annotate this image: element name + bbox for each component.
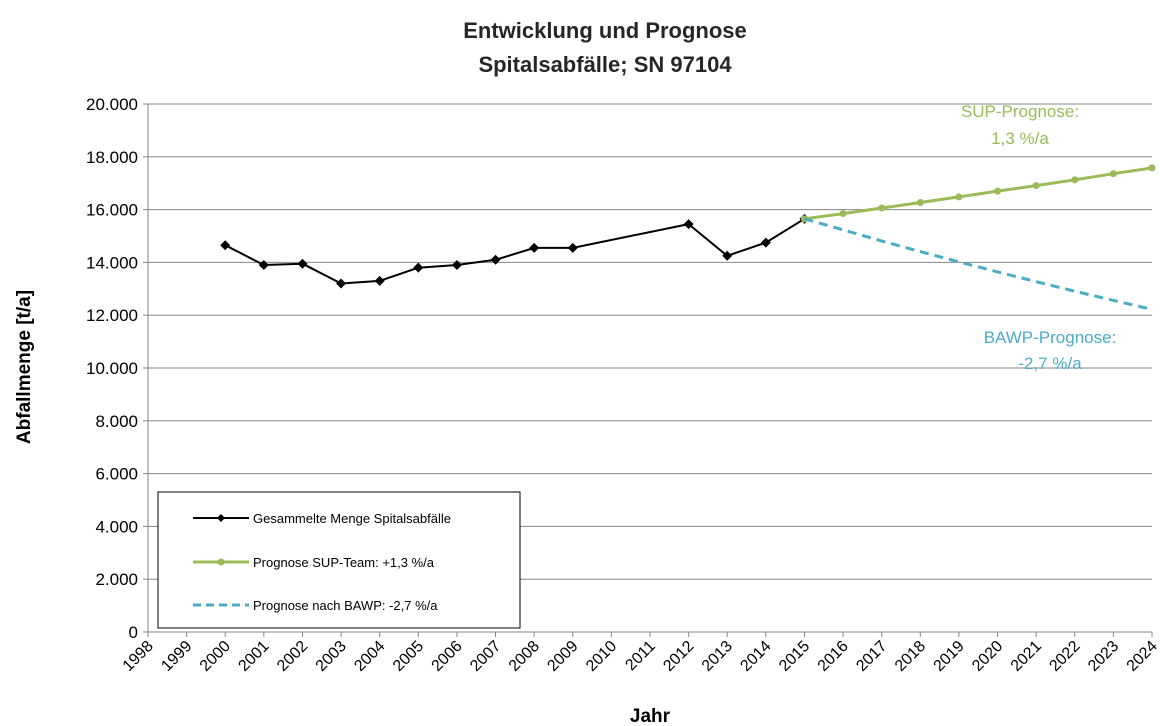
annotation-bawp-line2: -2,7 %/a	[1018, 354, 1082, 373]
series-line-2	[804, 217, 1153, 311]
data-point	[258, 260, 269, 271]
y-tick-label: 0	[129, 623, 138, 642]
chart-title-line1: Entwicklung und Prognose	[463, 18, 747, 43]
y-tick-label: 4.000	[95, 517, 138, 536]
y-tick-label: 6.000	[95, 465, 138, 484]
legend-marker-collected	[217, 514, 225, 522]
annotation-sup-line1: SUP-Prognose:	[961, 102, 1079, 121]
y-tick-label: 2.000	[95, 570, 138, 589]
data-point	[994, 187, 1002, 195]
chart-title-line2: Spitalsabfälle; SN 97104	[478, 52, 732, 77]
y-axis-label: Abfallmenge [t/a]	[14, 290, 35, 444]
data-point	[220, 240, 231, 251]
data-point	[451, 260, 462, 271]
annotation-bawp-line1: BAWP-Prognose:	[984, 328, 1117, 347]
legend-label-collected: Gesammelte Menge Spitalsabfälle	[253, 511, 451, 526]
y-tick-label: 10.000	[86, 359, 138, 378]
y-axis-ticks: 0 2.000 4.000 6.000 8.000 10.000 12.000 14.000 1…	[86, 95, 148, 642]
data-point	[760, 237, 771, 248]
data-point	[878, 204, 886, 212]
y-tick-label: 16.000	[86, 201, 138, 220]
y-tick-label: 20.000	[86, 95, 138, 114]
data-point	[374, 275, 385, 286]
annotation-sup-line2: 1,3 %/a	[991, 129, 1049, 148]
data-point	[722, 250, 733, 261]
data-point	[413, 262, 424, 273]
y-tick-label: 12.000	[86, 306, 138, 325]
data-point	[683, 219, 694, 230]
gridlines	[148, 103, 1152, 580]
y-tick-label: 14.000	[86, 253, 138, 272]
data-point	[955, 193, 963, 201]
y-tick-label: 18.000	[86, 148, 138, 167]
y-tick-label: 8.000	[95, 412, 138, 431]
data-series	[220, 164, 1156, 311]
data-point	[1109, 170, 1117, 178]
series-line-1	[804, 166, 1153, 221]
data-point	[916, 198, 924, 206]
legend: Gesammelte Menge Spitalsabfälle Prognose…	[157, 491, 521, 629]
annotations: SUP-Prognose: 1,3 %/a BAWP-Prognose: -2,…	[961, 102, 1116, 373]
data-point	[529, 242, 540, 253]
data-point	[1148, 164, 1156, 172]
data-point	[839, 210, 847, 218]
series-line-0	[224, 217, 806, 285]
data-point	[297, 258, 308, 269]
x-axis-label: Jahr	[630, 706, 671, 726]
data-point	[1071, 176, 1079, 184]
data-point	[567, 242, 578, 253]
data-point	[336, 278, 347, 289]
legend-label-bawp: Prognose nach BAWP: -2,7 %/a	[253, 598, 438, 613]
legend-marker-sup	[217, 558, 225, 566]
legend-label-sup: Prognose SUP-Team: +1,3 %/a	[253, 555, 435, 570]
data-point	[1032, 182, 1040, 190]
data-point	[490, 254, 501, 265]
